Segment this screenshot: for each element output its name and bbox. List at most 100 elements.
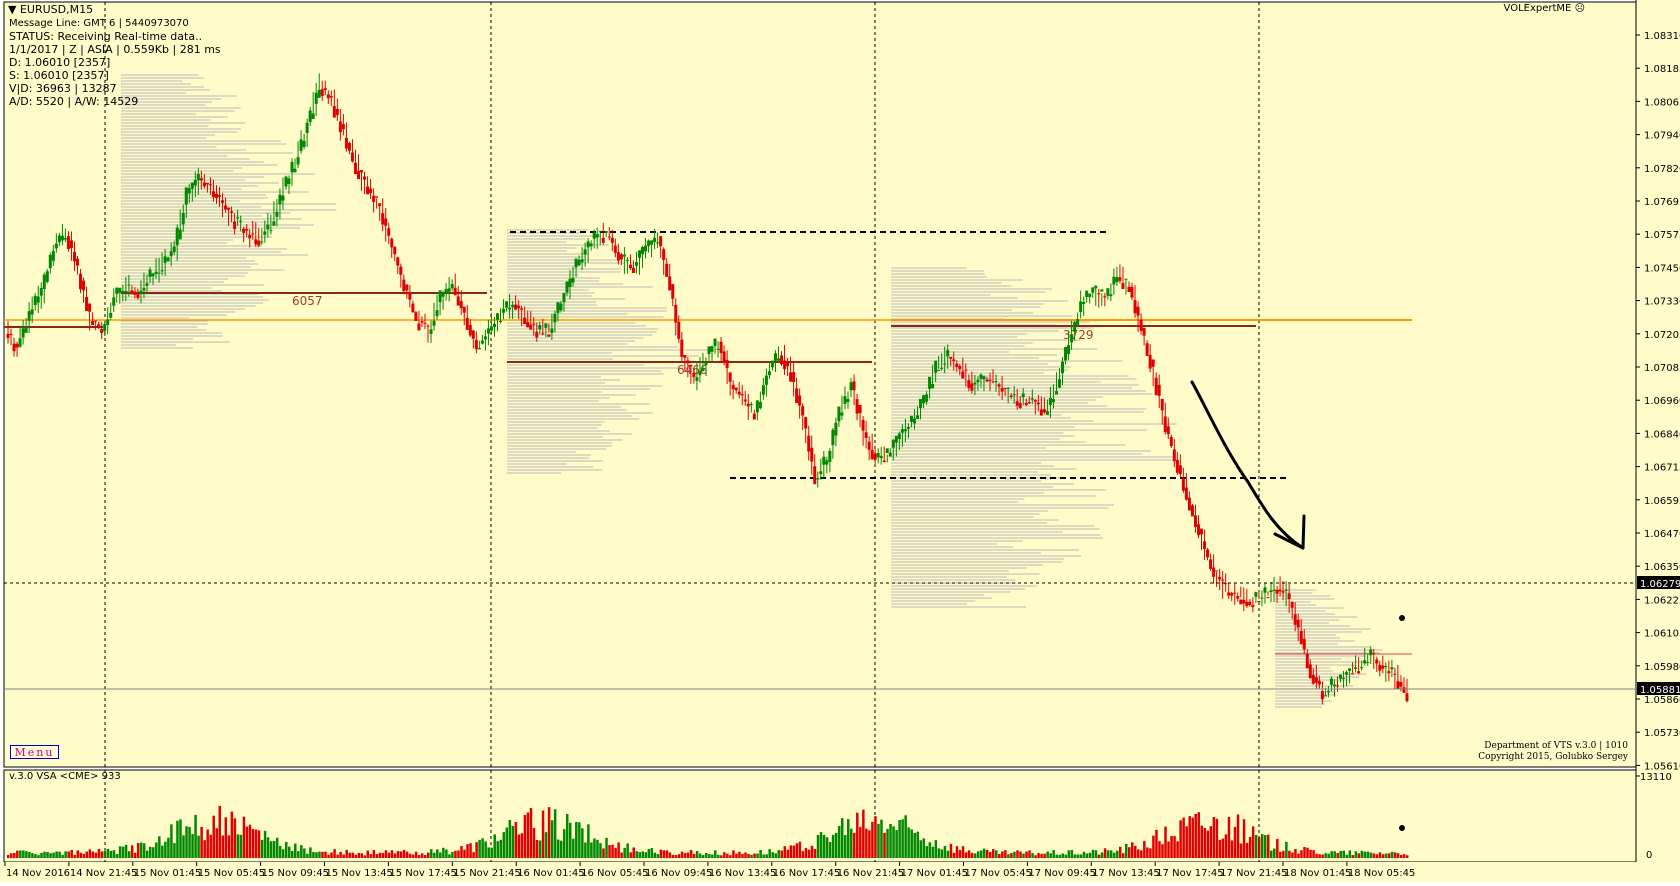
candle (674, 298, 678, 336)
candle-body (1127, 286, 1131, 292)
candle (106, 307, 110, 334)
candle-body (1142, 327, 1146, 336)
candle (934, 360, 938, 383)
candle-body (888, 452, 892, 457)
volume-bar (599, 843, 602, 858)
volume-bar (556, 839, 560, 858)
volume-bar (127, 851, 131, 858)
volume-bar (203, 840, 206, 858)
candle-body (483, 336, 487, 340)
volume-bar (1013, 851, 1016, 858)
candle (1248, 598, 1252, 607)
menu-button[interactable]: Menu (10, 745, 59, 759)
time-tick-label: 17 Nov 13:45 (1092, 868, 1159, 879)
volume-bar (931, 846, 935, 858)
volume-bar (185, 826, 188, 858)
candle-body (852, 381, 856, 391)
candle (979, 373, 983, 388)
volume-bar (825, 837, 829, 858)
candle-body (1154, 377, 1158, 396)
candle (1203, 529, 1207, 560)
candle (625, 257, 629, 274)
candle-body (610, 237, 614, 243)
volume-bar (399, 851, 403, 858)
candle (653, 228, 657, 250)
volume-bar (52, 852, 55, 858)
candle-body (1239, 599, 1243, 605)
volume-bar (578, 822, 581, 858)
candle (136, 288, 140, 300)
candle-body (1027, 402, 1031, 404)
copyright-line-1: Department of VTS v.3.0 | 1010 (1484, 741, 1628, 751)
smiley-icon[interactable]: ☹ (1574, 3, 1585, 14)
candle-body (438, 290, 442, 303)
volume-bar (152, 847, 155, 858)
time-tick-label: 16 Nov 13:45 (709, 868, 776, 879)
candle-body (136, 293, 140, 298)
candle-body (269, 230, 273, 232)
candle-body (42, 274, 46, 289)
candle (1360, 660, 1364, 671)
volume-bar (124, 844, 128, 858)
candle-body (816, 478, 820, 480)
candle (1206, 548, 1210, 561)
candle-body (807, 435, 811, 452)
candle (776, 346, 780, 363)
candle (1230, 591, 1234, 602)
collapse-triangle-icon[interactable]: ▼ (8, 3, 17, 16)
candle-body (33, 295, 37, 306)
candle (1378, 660, 1382, 677)
candle (931, 364, 935, 389)
candle (1296, 613, 1300, 641)
candle (1015, 388, 1019, 410)
candle (701, 352, 705, 372)
candle (112, 288, 116, 312)
candle (1200, 528, 1204, 551)
candle-body (230, 211, 234, 213)
candle-body (982, 376, 986, 380)
volume-bar (943, 845, 947, 858)
volume-bar (1233, 826, 1237, 858)
volume-bar (674, 855, 678, 858)
candle-body (1348, 668, 1352, 671)
candle (1314, 664, 1318, 689)
candle-body (671, 284, 675, 299)
volume-bar (1016, 850, 1019, 858)
candle-body (1121, 282, 1125, 290)
candle-body (1275, 589, 1279, 594)
candle (444, 283, 448, 301)
candle-body (480, 340, 484, 344)
candle-body (366, 186, 370, 195)
price-tick-label: 1.07575 (1644, 230, 1680, 241)
candle-body (1200, 528, 1204, 535)
candle-body (873, 453, 877, 460)
volume-bar (49, 853, 52, 858)
volume-bar (348, 852, 351, 858)
candle-body (326, 94, 330, 99)
candle-body (178, 229, 182, 240)
candle-body (320, 89, 324, 96)
candle-body (1082, 301, 1086, 304)
volume-bar (692, 853, 696, 858)
candle (109, 302, 113, 320)
candle-body (245, 229, 249, 231)
candle-body (115, 287, 119, 295)
volume-bar (1203, 827, 1207, 858)
candle (604, 231, 608, 237)
volume-bar (130, 845, 134, 858)
volume-bar (206, 829, 209, 858)
volume-bar (212, 815, 215, 858)
candle-body (749, 403, 753, 405)
volume-bar (423, 855, 427, 858)
candle (317, 73, 321, 98)
volume-bar (28, 851, 31, 858)
candle (1142, 327, 1146, 346)
volume-bar (992, 849, 995, 858)
candle (211, 179, 215, 202)
candle (1311, 668, 1315, 685)
candle-body (477, 348, 481, 350)
volume-bar (303, 848, 306, 858)
candle-body (492, 323, 496, 328)
volume-bar (1076, 854, 1080, 858)
